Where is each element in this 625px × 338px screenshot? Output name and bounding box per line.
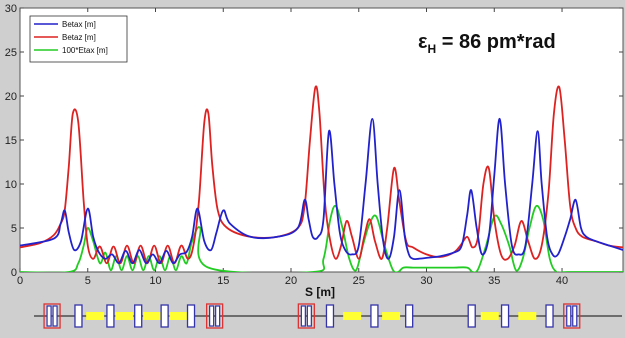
sextupole-magnet [43,303,61,329]
x-tick-label: 0 [17,275,23,287]
x-tick-label: 20 [285,275,297,287]
x-tick-label: 10 [149,275,161,287]
quadrupole-magnet [405,304,414,328]
x-tick-label: 25 [353,275,365,287]
dipole-magnet [115,312,134,320]
x-tick-label: 5 [85,275,91,287]
sextupole-magnet [205,303,224,329]
quadrupole-magnet [215,305,221,327]
quadrupole-magnet [572,305,578,327]
dipole-magnet [143,312,162,320]
quadrupole-magnet [106,304,115,328]
dipole-magnet [480,312,499,320]
dipole-magnet [343,312,362,320]
quadrupole-magnet [370,304,379,328]
quadrupole-magnet [209,305,215,327]
emittance-annotation: εH = 86 pm*rad [418,31,556,56]
emittance-symbol: ε [418,31,428,53]
y-tick-label: 30 [5,3,17,15]
quadrupole-magnet [300,305,306,327]
legend-label: 100*Etax [m] [62,46,108,55]
legend-label: Betax [m] [62,20,96,29]
x-tick-label: 40 [556,275,568,287]
y-tick-label: 15 [5,135,17,147]
dipole-magnet [86,312,105,320]
quadrupole-magnet [566,305,572,327]
quadrupole-magnet [306,305,312,327]
x-tick-label: 30 [420,275,432,287]
quadrupole-magnet [74,304,83,328]
quadrupole-magnet [134,304,143,328]
quadrupole-magnet [160,304,169,328]
quadrupole-magnet [467,304,476,328]
quadrupole-magnet [46,305,52,327]
quadrupole-magnet [52,305,58,327]
emittance-value: = 86 pm*rad [436,31,556,53]
dipole-magnet [169,312,188,320]
quadrupole-magnet [545,304,554,328]
x-axis-ticks: 0 5 10 15 20 25 30 35 40 [17,8,568,287]
x-tick-label: 15 [217,275,229,287]
series-line-1 [20,85,623,265]
dipole-magnet [382,312,401,320]
quadrupole-magnet [500,304,510,328]
y-tick-label: 20 [5,91,17,103]
sextupole-magnet [563,303,581,329]
x-tick-label: 35 [488,275,500,287]
sextupole-magnet [297,303,316,329]
emittance-subscript: H [428,42,437,56]
y-tick-label: 25 [5,47,17,59]
legend: Betax [m] Betaz [m] 100*Etax [m] [29,15,128,63]
y-tick-label: 0 [11,267,17,279]
y-tick-label: 10 [5,179,17,191]
y-axis-ticks: 0 5 10 15 20 25 30 [5,3,623,279]
series-layer [20,85,623,272]
quadrupole-magnet [186,304,196,328]
series-line-0 [20,117,623,265]
x-axis-label: S [m] [305,285,335,299]
dipole-magnet [518,312,537,320]
legend-label: Betaz [m] [62,33,96,42]
y-tick-label: 5 [11,223,17,235]
quadrupole-magnet [325,304,335,328]
lattice-strip [34,303,622,329]
